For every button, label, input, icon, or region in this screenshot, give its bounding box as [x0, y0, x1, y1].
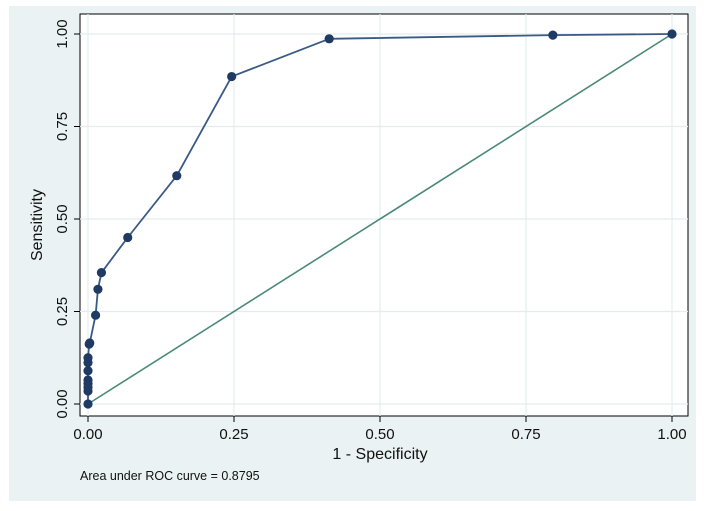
x-axis-title: 1 - Specificity — [332, 446, 427, 463]
roc-point — [172, 171, 182, 181]
roc-point — [83, 399, 93, 409]
y-tick-label: 0.75 — [54, 112, 71, 141]
roc-point — [227, 71, 237, 82]
roc-point — [93, 284, 103, 294]
axes: 0.00 0.25 0.50 0.75 1.00 0.00 0.25 0.50 0.75 1.00 — [54, 19, 687, 443]
x-tick-label: 0.25 — [219, 426, 248, 443]
chart-frame: 0.00 0.25 0.50 0.75 1.00 0.00 0.25 0.50 0.75 1.00… — [9, 6, 696, 501]
markers — [83, 29, 677, 409]
roc-chart: 0.00 0.25 0.50 0.75 1.00 0.00 0.25 0.50 0.75 1.00… — [29, 13, 689, 483]
x-tick-label: 0.50 — [365, 426, 394, 443]
roc-point — [667, 29, 677, 39]
x-tick-label: 0.75 — [511, 426, 540, 443]
y-tick-label: 0.25 — [54, 297, 71, 326]
roc-point — [96, 268, 107, 278]
roc-point — [83, 375, 93, 385]
x-tick-label: 1.00 — [657, 426, 686, 443]
y-tick-label: 0.50 — [54, 204, 71, 233]
reference-line — [87, 33, 673, 405]
y-tick-label: 0.00 — [54, 389, 71, 418]
roc-point — [90, 310, 101, 320]
roc-point — [123, 232, 133, 243]
roc-point — [83, 353, 93, 363]
roc-point — [548, 30, 558, 40]
y-axis-title: Sensitivity — [29, 189, 46, 261]
x-tick-label: 0.00 — [73, 426, 102, 443]
roc-point — [324, 34, 334, 44]
y-tick-label: 1.00 — [54, 19, 71, 48]
auc-annotation: Area under ROC curve = 0.8795 — [80, 469, 260, 483]
gridlines — [80, 14, 688, 416]
plot-area — [79, 13, 689, 417]
roc-point — [85, 338, 95, 348]
roc-point — [83, 366, 93, 376]
